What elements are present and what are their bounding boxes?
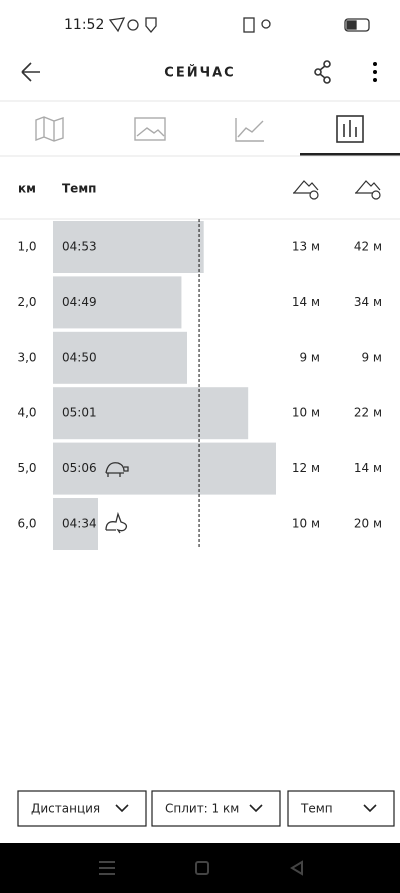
status-icons: [108, 17, 370, 34]
descent-label: 34 м: [354, 295, 382, 309]
pace-label: 04:49: [62, 295, 97, 309]
button-label: Дистанция: [31, 802, 100, 816]
column-km: км: [18, 182, 36, 196]
dropdown-button[interactable]: Дистанция: [17, 790, 147, 827]
descent-label: 42 м: [354, 240, 382, 254]
button-border: [287, 790, 395, 827]
nav-home[interactable]: [195, 861, 209, 875]
nav-back[interactable]: [290, 860, 303, 876]
ascent-label: 12 м: [292, 461, 320, 475]
nav-bar: [0, 843, 400, 893]
pace-label: 04:53: [62, 240, 97, 254]
pace-label: 05:01: [62, 406, 97, 420]
fastest-icon: [105, 511, 128, 534]
pace-bar: [53, 442, 276, 495]
pace-label: 05:06: [62, 461, 97, 475]
status-time: 11:52: [64, 17, 104, 33]
ascent-label: 9 м: [299, 350, 320, 364]
tab-splits[interactable]: [336, 115, 364, 143]
ascent-label: 13 м: [292, 240, 320, 254]
km-label: 5,0: [17, 461, 36, 475]
share-button[interactable]: [314, 60, 331, 84]
descent-label: 14 м: [354, 461, 382, 475]
descent-label: 22 м: [354, 406, 382, 420]
pace-label: 04:50: [62, 350, 97, 364]
pace-bar: [53, 221, 204, 273]
button-label: Темп: [300, 802, 333, 816]
dropdown-button[interactable]: Сплит: 1 км: [151, 790, 281, 827]
chevron: [363, 804, 377, 813]
tab-photos[interactable]: [134, 117, 166, 141]
button-label: Сплит: 1 км: [165, 802, 239, 816]
header-title: СЕЙЧАС: [164, 65, 235, 81]
splits-table: 1,0 04:53 13 м 42 м 2,0 04:49 14 м 34 м 3,0 04:50…: [17, 219, 382, 550]
km-label: 2,0: [17, 295, 36, 309]
pace-bar: [53, 498, 98, 550]
chevron: [249, 804, 263, 813]
descent-label: 20 м: [354, 517, 382, 531]
km-label: 3,0: [17, 350, 36, 364]
ascent-label: 14 м: [292, 295, 320, 309]
nav-menu[interactable]: [99, 861, 115, 875]
ascent-label: 10 м: [292, 406, 320, 420]
pace-bar: [53, 331, 187, 384]
pace-bar: [53, 387, 249, 440]
km-label: 6,0: [17, 517, 36, 531]
km-label: 1,0: [17, 240, 36, 254]
back-button[interactable]: [21, 62, 40, 82]
menu-button[interactable]: [373, 62, 377, 82]
ascent-label: 10 м: [292, 517, 320, 531]
pace-label: 04:34: [62, 517, 97, 531]
chevron: [115, 804, 129, 813]
tab-map[interactable]: [35, 116, 64, 142]
descent-label: 9 м: [361, 350, 382, 364]
tab-graph[interactable]: [235, 118, 264, 142]
slowest-icon: [105, 462, 129, 477]
column-pace: Темп: [62, 182, 96, 196]
pace-bar: [53, 276, 182, 329]
ascent-icon: [293, 180, 319, 200]
active-tab-indicator: [300, 153, 400, 156]
descent-icon: [355, 180, 381, 200]
dropdown-button[interactable]: Темп: [287, 790, 395, 827]
km-label: 4,0: [17, 406, 36, 420]
